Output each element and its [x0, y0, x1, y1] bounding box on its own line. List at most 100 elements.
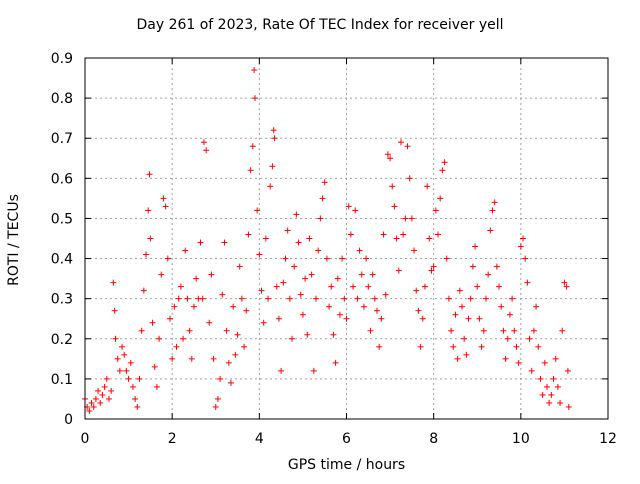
data-point — [450, 343, 457, 350]
data-point — [465, 315, 472, 322]
data-point — [95, 387, 102, 394]
data-point — [336, 311, 343, 318]
y-tick-label: 0.3 — [51, 292, 73, 308]
data-point — [411, 247, 418, 254]
data-point — [271, 135, 278, 142]
data-point — [564, 367, 571, 374]
y-tick-label: 0.5 — [51, 211, 73, 227]
data-point — [136, 375, 143, 382]
data-point — [262, 235, 269, 242]
data-point — [92, 395, 99, 402]
data-point — [232, 351, 239, 358]
data-point — [254, 207, 261, 214]
data-point — [424, 183, 431, 190]
data-point — [291, 263, 298, 270]
data-point — [489, 207, 496, 214]
data-point — [476, 315, 483, 322]
data-point — [415, 307, 422, 314]
x-ticks: 0 2 4 6 8 10 12 — [81, 58, 617, 447]
data-point — [445, 295, 452, 302]
data-point — [400, 231, 407, 238]
data-point — [530, 327, 537, 334]
chart-title: Day 261 of 2023, Rate Of TEC Index for r… — [136, 17, 504, 33]
data-point — [251, 95, 258, 102]
data-point — [149, 319, 156, 326]
data-point — [188, 355, 195, 362]
data-point — [369, 271, 376, 278]
data-point — [393, 235, 400, 242]
data-point — [177, 283, 184, 290]
data-point — [367, 327, 374, 334]
data-point — [111, 307, 118, 314]
data-point — [147, 235, 154, 242]
data-point — [417, 343, 424, 350]
data-point — [365, 283, 372, 290]
data-point — [247, 167, 254, 174]
data-point — [360, 303, 367, 310]
data-point — [557, 399, 564, 406]
data-point — [99, 391, 106, 398]
data-point — [119, 343, 126, 350]
data-point — [173, 343, 180, 350]
y-tick-label: 0.7 — [51, 131, 73, 147]
data-point — [472, 243, 479, 250]
data-point — [526, 335, 533, 342]
data-point — [228, 379, 235, 386]
y-tick-label: 0.9 — [51, 51, 73, 67]
data-point — [275, 315, 282, 322]
data-point — [485, 271, 492, 278]
data-point — [273, 283, 280, 290]
data-point — [354, 295, 361, 302]
data-point — [565, 403, 572, 410]
y-tick-label: 0.6 — [51, 171, 73, 187]
data-point — [86, 407, 93, 414]
data-point — [134, 403, 141, 410]
data-point — [458, 303, 465, 310]
data-point — [502, 355, 509, 362]
data-point — [90, 403, 97, 410]
x-axis-label: GPS time / hours — [287, 457, 406, 473]
data-point — [304, 331, 311, 338]
data-point — [552, 355, 559, 362]
data-point — [528, 367, 535, 374]
data-point — [482, 295, 489, 302]
data-point — [500, 327, 507, 334]
data-point — [522, 255, 529, 262]
data-point — [323, 255, 330, 262]
data-point — [108, 387, 115, 394]
data-point — [428, 267, 435, 274]
data-point — [413, 287, 420, 294]
data-point — [184, 295, 191, 302]
data-point — [258, 287, 265, 294]
data-point — [321, 179, 328, 186]
data-point — [236, 263, 243, 270]
data-point — [493, 263, 500, 270]
y-tick-label: 0.4 — [51, 252, 73, 268]
data-point — [143, 251, 150, 258]
data-point — [234, 331, 241, 338]
data-point — [315, 247, 322, 254]
data-point — [103, 375, 110, 382]
data-point — [162, 203, 169, 210]
data-point — [280, 279, 287, 286]
data-point — [171, 303, 178, 310]
data-point — [546, 399, 553, 406]
data-point — [265, 295, 272, 302]
data-point — [520, 235, 527, 242]
data-point — [299, 311, 306, 318]
x-tick-label: 12 — [599, 431, 617, 447]
data-point — [345, 203, 352, 210]
data-point — [156, 335, 163, 342]
data-point — [112, 335, 119, 342]
data-point — [448, 327, 455, 334]
data-point — [214, 395, 221, 402]
data-point — [306, 235, 313, 242]
data-point — [230, 303, 237, 310]
data-point — [435, 231, 442, 238]
data-point — [225, 359, 232, 366]
data-point — [251, 67, 258, 74]
data-point — [186, 327, 193, 334]
data-point — [125, 375, 132, 382]
data-point — [164, 255, 171, 262]
data-point — [443, 255, 450, 262]
